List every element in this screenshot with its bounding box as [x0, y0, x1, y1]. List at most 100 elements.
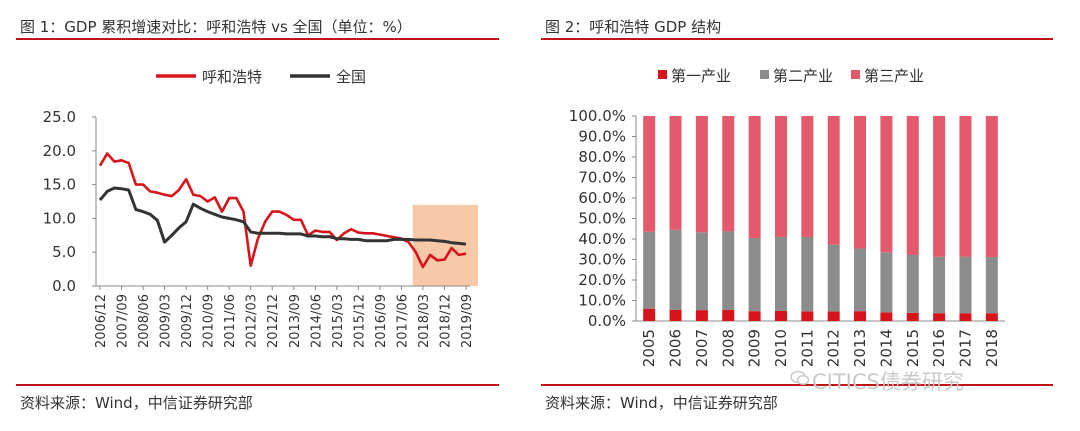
y-tick-label: 20.0%	[578, 271, 626, 289]
bar-secondary	[748, 237, 761, 312]
legend-label: 全国	[336, 68, 366, 86]
bar-tertiary	[774, 116, 787, 237]
bar-secondary	[854, 248, 867, 312]
x-tick-label: 2017/06	[395, 294, 410, 348]
figure-2-source: 资料来源：Wind，中信证券研究部	[545, 394, 778, 412]
bar-primary	[933, 313, 946, 321]
x-tick-label: 2016/09	[374, 294, 389, 348]
bar-secondary	[643, 231, 656, 309]
x-tick-label: 2012/12	[266, 294, 281, 348]
x-tick-label: 2013	[851, 329, 869, 367]
y-tick-label: 0.0	[52, 277, 76, 295]
bar-primary	[669, 309, 682, 321]
bar-secondary	[985, 257, 998, 314]
y-tick-label: 90.0%	[578, 128, 626, 146]
legend-swatch	[851, 70, 860, 79]
y-tick-label: 60.0%	[578, 189, 626, 207]
legend-swatch	[658, 70, 667, 79]
y-tick-label: 80.0%	[578, 148, 626, 166]
x-tick-label: 2006/12	[94, 294, 109, 348]
x-tick-label: 2019/09	[460, 294, 475, 348]
x-tick-label: 2010	[772, 329, 790, 367]
x-tick-label: 2015	[904, 329, 922, 367]
bar-secondary	[959, 256, 972, 314]
y-tick-label: 25.0	[43, 108, 76, 126]
legend-label: 第一产业	[671, 67, 731, 85]
y-tick-label: 30.0%	[578, 251, 626, 269]
bar-tertiary	[906, 116, 919, 255]
y-tick-label: 5.0	[52, 243, 76, 261]
x-tick-label: 2007/09	[116, 294, 131, 348]
bar-primary	[985, 313, 998, 321]
bar-tertiary	[959, 116, 972, 257]
bar-primary	[827, 311, 840, 321]
stacked-bar-chart: 0.0% 10.0% 20.0% 30.0% 40.0% 50.0% 60.0% 70.0% 8…	[569, 67, 1005, 367]
figure-1-top-rule	[16, 38, 499, 40]
bar-primary	[774, 310, 787, 321]
bar-tertiary	[748, 116, 761, 238]
figure-2-title: 图 2：呼和浩特 GDP 结构	[545, 18, 722, 36]
bar-tertiary	[695, 116, 708, 233]
figure-1-source: 资料来源：Wind，中信证券研究部	[20, 394, 253, 412]
y-tick-label: 100.0%	[569, 107, 626, 125]
legend-label: 第三产业	[864, 67, 924, 85]
bar-tertiary	[827, 116, 840, 245]
bar-primary	[906, 312, 919, 321]
x-tick-label: 2018/12	[438, 294, 453, 348]
x-tick-label: 2012	[825, 329, 843, 367]
x-tick-label: 2012/03	[245, 294, 260, 348]
x-tick-label: 2018	[983, 329, 1001, 367]
y-tick-label: 0.0%	[588, 312, 626, 330]
x-tick-label: 2007	[693, 329, 711, 367]
bar-primary	[722, 309, 735, 321]
legend-label: 第二产业	[773, 67, 833, 85]
x-tick-label: 2014	[877, 329, 895, 367]
x-tick-label: 2015/12	[352, 294, 367, 348]
bar-primary	[801, 311, 814, 321]
bar-secondary	[669, 229, 682, 310]
y-tick-label: 15.0	[43, 176, 76, 194]
bar-tertiary	[643, 116, 656, 232]
bar-primary	[880, 312, 893, 321]
bar-secondary	[774, 236, 787, 311]
y-tick-label: 50.0%	[578, 210, 626, 228]
bar-primary	[643, 308, 656, 321]
y-tick-label: 70.0%	[578, 169, 626, 187]
x-tick-label: 2009	[746, 329, 764, 367]
bar-secondary	[722, 231, 735, 310]
y-tick-label: 10.0%	[578, 292, 626, 310]
bar-secondary	[695, 232, 708, 311]
legend-swatch	[760, 70, 769, 79]
x-tick-label: 2018/03	[417, 294, 432, 348]
x-tick-label: 2008	[719, 329, 737, 367]
watermark: CITICS债券研究	[812, 370, 964, 394]
bar-secondary	[801, 236, 814, 312]
x-tick-label: 2017	[956, 329, 974, 367]
x-tick-label: 2011	[798, 329, 816, 367]
bar-primary	[748, 311, 761, 321]
wechat-icon	[790, 370, 810, 386]
x-tick-label: 2011/06	[223, 294, 238, 348]
bar-tertiary	[669, 116, 682, 230]
y-tick-label: 10.0	[43, 209, 76, 227]
x-tick-label: 2015/03	[331, 294, 346, 348]
x-tick-label: 2016	[930, 329, 948, 367]
highlight-region	[412, 204, 478, 286]
bar-tertiary	[985, 116, 998, 258]
figure-1-bottom-rule	[16, 384, 499, 386]
x-tick-label: 2014/06	[309, 294, 324, 348]
bar-tertiary	[933, 116, 946, 257]
x-tick-label: 2005	[640, 329, 658, 367]
line-chart: 0.0 5.0 10.0 15.0 20.0 25.0 2006/12 2007/09 2008…	[43, 68, 478, 348]
x-tick-label: 2008/06	[137, 294, 152, 348]
bar-secondary	[933, 256, 946, 314]
figure-1-title: 图 1：GDP 累积增速对比：呼和浩特 vs 全国（单位：%）	[20, 18, 412, 36]
x-tick-label: 2010/09	[202, 294, 217, 348]
x-tick-label: 2009/12	[180, 294, 195, 348]
x-tick-label: 2006	[667, 329, 685, 367]
x-tick-label: 2013/09	[288, 294, 303, 348]
bar-tertiary	[801, 116, 814, 237]
bar-secondary	[827, 244, 840, 312]
figure-2-panel: 图 2：呼和浩特 GDP 结构 0.0% 10.0% 20.0% 30.0% 40.0%…	[535, 0, 1080, 431]
x-tick-label: 2009/03	[159, 294, 174, 348]
